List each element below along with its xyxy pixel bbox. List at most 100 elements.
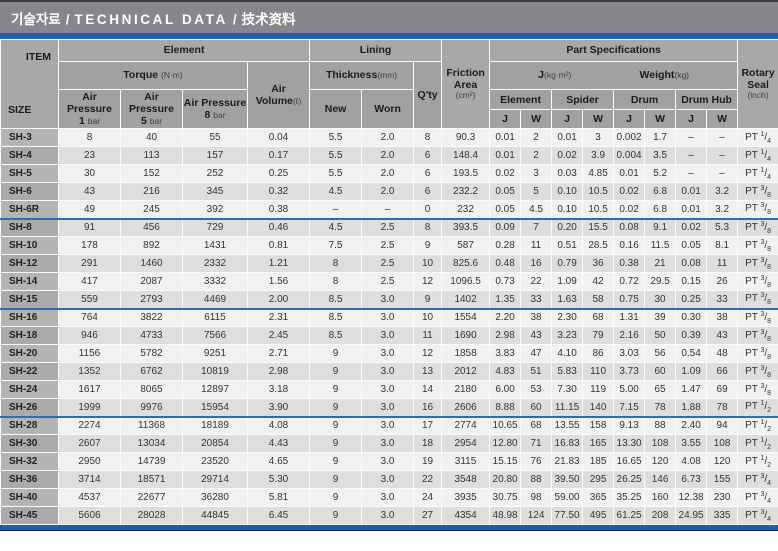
cell-drum-w: 9.1 [644,218,677,238]
cell-friction-area: 2180 [441,380,491,400]
cell-rotary-seal: PT 3/8 [737,362,778,382]
cell-drum-w: 29.5 [644,272,677,292]
cell-torque-8bar: 6115 [182,308,248,328]
cell-air-volume: 0.46 [246,218,311,238]
cell-lining-worn: – [361,200,415,220]
cell-torque-8bar: 729 [182,218,248,238]
friction-area-header: Friction Area (cm²) [441,38,491,130]
cell-drumhub-j: 0.01 [675,200,708,220]
cell-qty: 22 [413,470,443,490]
cell-spider-j: 0.02 [551,146,584,166]
cell-lining-worn: 3.0 [361,290,415,310]
table-row: SH-12 291 1460 2332 1.21 8 2.5 10 825.6 0.48 16 0.7… [0,254,778,274]
cell-spider-j: 16.83 [551,434,584,454]
cell-air-volume: 0.38 [246,200,311,220]
cell-torque-8bar: 55 [182,128,248,148]
cell-torque-8bar: 12897 [182,380,248,400]
cell-drumhub-w: 11 [706,254,739,274]
cell-qty: 8 [413,218,443,238]
cell-torque-8bar: 157 [182,146,248,166]
cell-friction-area: 1402 [441,290,491,310]
cell-element-w: 98 [520,488,553,508]
cell-torque-5bar: 5782 [120,344,183,364]
cell-qty: 6 [413,182,443,202]
cell-lining-worn: 2.0 [361,164,415,184]
cell-drumhub-j: 0.05 [675,236,708,256]
cell-friction-area: 2012 [441,362,491,382]
cell-element-j: 2.98 [489,326,522,346]
cell-drumhub-j: 24.95 [675,506,708,526]
cell-rotary-seal: PT 3/8 [737,272,778,292]
page-title: 기술자료 / TECHNICAL DATA / 技术资料 [11,8,296,28]
cell-drumhub-w: 3.2 [706,182,739,202]
table-header: ITEM SIZE Element Lining Friction Area (… [0,38,778,130]
cell-element-w: 33 [520,290,553,310]
cell-drum-w: 50 [644,326,677,346]
cell-drum-w: 3.5 [644,146,677,166]
drumhub-j-header: J [675,109,708,130]
cell-spider-w: 58 [582,290,615,310]
cell-friction-area: 3935 [441,488,491,508]
cell-element-w: 60 [520,398,553,418]
cell-qty: 0 [413,200,443,220]
cell-qty: 24 [413,488,443,508]
table-row: SH-45 5606 28028 44845 6.45 9 3.0 27 4354 48.98 12… [0,506,778,526]
cell-drumhub-j: 0.01 [675,182,708,202]
cell-rotary-seal: PT 1/4 [737,146,778,166]
table-row: SH-16 764 3822 6115 2.31 8.5 3.0 10 1554 2.20 38 2.… [0,308,778,328]
cell-rotary-seal: PT 3/8 [737,290,778,310]
cell-qty: 10 [413,254,443,274]
cell-rotary-seal: PT 1/4 [737,164,778,184]
cell-drumhub-w: 230 [706,488,739,508]
table-row: SH-40 4537 22677 36280 5.81 9 3.0 24 3935 30.75 98… [0,488,778,508]
cell-lining-worn: 2.5 [361,272,415,292]
cell-rotary-seal: PT 3/8 [737,236,778,256]
cell-drumhub-j: 0.30 [675,308,708,328]
cell-torque-5bar: 14739 [120,452,183,472]
cell-drum-w: 5.2 [644,164,677,184]
cell-lining-worn: 3.0 [361,344,415,364]
drumhub-w-header: W [706,109,739,130]
cell-rotary-seal: PT 3/8 [737,182,778,202]
title-bar: 기술자료 / TECHNICAL DATA / 技术资料 [0,0,778,33]
cell-element-j: 48.98 [489,506,522,526]
cell-spider-j: 3.23 [551,326,584,346]
cell-torque-1bar: 4537 [58,488,121,508]
part-spider-header: Spider [551,88,615,111]
cell-drum-j: 9.13 [613,416,646,436]
cell-qty: 13 [413,362,443,382]
cell-spider-w: 42 [582,272,615,292]
cell-spider-w: 68 [582,308,615,328]
table-row: SH-4 23 113 157 0.17 5.5 2.0 6 148.4 0.01 2 0.02 3.9… [0,146,778,166]
cell-torque-1bar: 559 [58,290,121,310]
cell-spider-j: 21.83 [551,452,584,472]
cell-rotary-seal: PT 3/8 [737,200,778,220]
cell-spider-w: 10.5 [582,200,615,220]
cell-torque-1bar: 49 [58,200,121,220]
row-label-sh-26: SH-26 [0,398,59,418]
cell-element-j: 2.20 [489,308,522,328]
table-row: SH-26 1999 9976 15954 3.90 9 3.0 16 2606 8.88 60 11… [0,398,778,418]
cell-drumhub-j: 1.47 [675,380,708,400]
cell-friction-area: 193.5 [441,164,491,184]
cell-element-w: 124 [520,506,553,526]
air-pressure-5bar-header: Air Pressure 5 bar [120,88,183,130]
cell-drumhub-w: 120 [706,452,739,472]
cell-qty: 16 [413,398,443,418]
cell-friction-area: 232 [441,200,491,220]
cell-spider-w: 165 [582,434,615,454]
lining-worn-header: Worn [361,88,415,130]
cell-drumhub-w: 108 [706,434,739,454]
cell-spider-j: 0.79 [551,254,584,274]
title-korean: 기술자료 [11,11,61,27]
cell-lining-new: 9 [309,380,363,400]
title-chinese: 技术资料 [241,11,296,27]
table-row: SH-28 2274 11368 18189 4.08 9 3.0 17 2774 10.65 68… [0,416,778,436]
cell-drumhub-w: 78 [706,398,739,418]
cell-spider-j: 0.10 [551,200,584,220]
cell-lining-worn: 3.0 [361,488,415,508]
cell-friction-area: 3115 [441,452,491,472]
cell-rotary-seal: PT 1/4 [737,128,778,148]
row-label-sh-12: SH-12 [0,254,59,274]
cell-element-w: 71 [520,434,553,454]
